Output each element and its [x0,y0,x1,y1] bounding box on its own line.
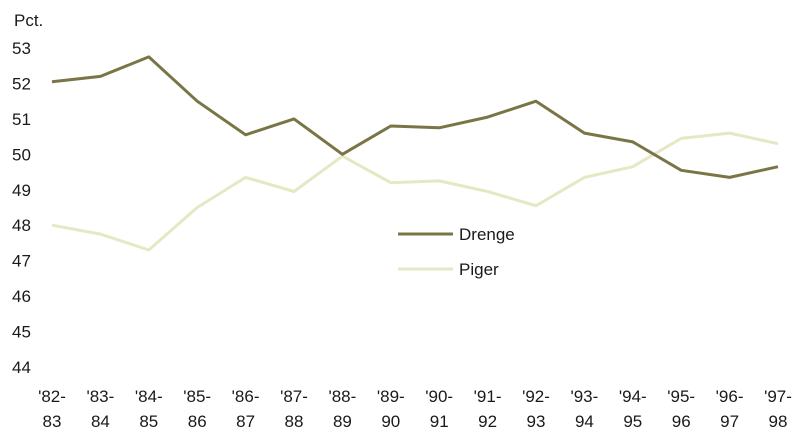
x-tick-label-line1: '84- [135,387,163,406]
x-tick-label: '88- 89 [328,387,356,431]
x-tick-label: '92- 93 [522,387,550,431]
x-tick-label-line1: '91- [474,387,502,406]
x-tick-label: '89- 90 [377,387,405,431]
x-tick-label-line1: '97- [764,387,792,406]
y-tick-label: 53 [12,39,31,58]
y-tick-label: 47 [12,252,31,271]
y-unit-label: Pct. [14,11,43,30]
x-tick-label-line2: 94 [575,412,594,431]
x-tick-label: '97- 98 [764,387,792,431]
x-tick-label-line2: 88 [285,412,304,431]
x-tick-label: '94- 95 [619,387,647,431]
legend-label-piger: Piger [459,260,499,279]
x-tick-label-line2: 96 [672,412,691,431]
x-tick-label: '93- 94 [570,387,598,431]
y-tick-label: 45 [12,323,31,342]
legend: Drenge Piger [398,225,515,279]
x-tick-label: '91- 92 [474,387,502,431]
x-tick-label-line2: 98 [769,412,788,431]
y-tick-label: 46 [12,287,31,306]
x-tick-label-line1: '95- [667,387,695,406]
x-tick-label-line1: '90- [425,387,453,406]
x-tick-label-line2: 87 [236,412,255,431]
x-tick-label-line1: '88- [328,387,356,406]
x-tick-label: '86- 87 [232,387,260,431]
x-tick-label-line1: '83- [86,387,114,406]
x-tick-label-line1: '82- [38,387,66,406]
x-tick-label: '95- 96 [667,387,695,431]
y-tick-label: 48 [12,216,31,235]
y-tick-label: 44 [12,358,31,377]
x-tick-label-line2: 97 [720,412,739,431]
legend-label-drenge: Drenge [459,225,515,244]
x-tick-label-line2: 83 [43,412,62,431]
x-tick-label-line1: '86- [232,387,260,406]
x-tick-label: '96- 97 [716,387,744,431]
x-tick-label-line1: '93- [570,387,598,406]
x-tick-label-line2: 91 [430,412,449,431]
x-tick-label-line2: 90 [381,412,400,431]
x-tick-label-line1: '85- [183,387,211,406]
y-tick-label: 49 [12,181,31,200]
x-tick-label-line1: '94- [619,387,647,406]
x-tick-label-line2: 85 [139,412,158,431]
x-tick-label: '84- 85 [135,387,163,431]
x-tick-label: '83- 84 [86,387,114,431]
y-tick-label: 51 [12,110,31,129]
series-line-drenge [51,55,779,179]
x-tick-label-line1: '92- [522,387,550,406]
y-axis-ticks: 44 45 46 47 48 49 50 51 52 53 [12,39,31,377]
x-tick-label: '85- 86 [183,387,211,431]
x-tick-label: '87- 88 [280,387,308,431]
x-tick-label: '82- 83 [38,387,66,431]
y-tick-label: 52 [12,74,31,93]
series-line-piger [51,131,779,252]
x-axis-ticks: '82- 83 '83- 84 '84- 85 '85- 86 '86- 87 '87- 88 '88-… [38,387,792,431]
x-tick-label-line1: '96- [716,387,744,406]
x-tick-label-line2: 92 [478,412,497,431]
x-tick-label-line2: 95 [623,412,642,431]
series-lines [51,55,779,252]
x-tick-label-line2: 86 [188,412,207,431]
x-tick-label-line2: 93 [527,412,546,431]
x-tick-label-line2: 89 [333,412,352,431]
x-tick-label-line1: '89- [377,387,405,406]
x-tick-label-line2: 84 [91,412,110,431]
x-tick-label: '90- 91 [425,387,453,431]
y-tick-label: 50 [12,145,31,164]
x-tick-label-line1: '87- [280,387,308,406]
